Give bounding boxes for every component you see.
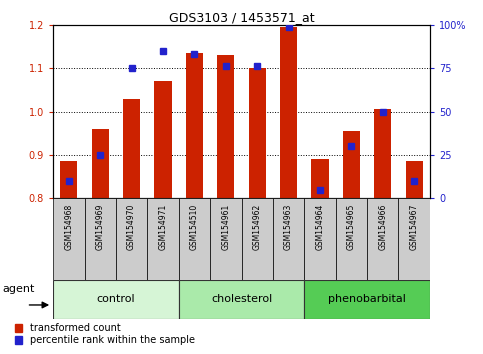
Bar bbox=[92, 129, 109, 198]
Bar bbox=[186, 53, 203, 198]
Bar bbox=[273, 198, 304, 280]
Bar bbox=[336, 198, 367, 280]
Legend: transformed count, percentile rank within the sample: transformed count, percentile rank withi… bbox=[14, 324, 195, 346]
Bar bbox=[367, 198, 398, 280]
Text: GSM154510: GSM154510 bbox=[190, 204, 199, 250]
Bar bbox=[406, 161, 423, 198]
Bar bbox=[53, 280, 179, 319]
Bar bbox=[374, 109, 391, 198]
Text: GSM154969: GSM154969 bbox=[96, 204, 105, 250]
Text: GSM154963: GSM154963 bbox=[284, 204, 293, 250]
Text: GSM154962: GSM154962 bbox=[253, 204, 262, 250]
Text: GSM154968: GSM154968 bbox=[64, 204, 73, 250]
Bar bbox=[123, 98, 140, 198]
Bar bbox=[147, 198, 179, 280]
Bar bbox=[398, 198, 430, 280]
Bar bbox=[179, 198, 210, 280]
Bar bbox=[312, 159, 328, 198]
Bar bbox=[179, 280, 304, 319]
Bar bbox=[217, 55, 234, 198]
Bar bbox=[280, 27, 297, 198]
Bar bbox=[304, 280, 430, 319]
Title: GDS3103 / 1453571_at: GDS3103 / 1453571_at bbox=[169, 11, 314, 24]
Text: phenobarbital: phenobarbital bbox=[328, 294, 406, 304]
Bar bbox=[60, 161, 77, 198]
Bar bbox=[53, 198, 85, 280]
Bar bbox=[155, 81, 171, 198]
Text: GSM154961: GSM154961 bbox=[221, 204, 230, 250]
Text: GSM154964: GSM154964 bbox=[315, 204, 325, 250]
Text: control: control bbox=[97, 294, 135, 304]
Bar bbox=[210, 198, 242, 280]
Bar bbox=[343, 131, 360, 198]
Text: GSM154966: GSM154966 bbox=[378, 204, 387, 250]
Text: agent: agent bbox=[3, 284, 35, 295]
Bar bbox=[304, 198, 336, 280]
Bar bbox=[249, 68, 266, 198]
Text: GSM154970: GSM154970 bbox=[127, 204, 136, 250]
Text: GSM154967: GSM154967 bbox=[410, 204, 419, 250]
Bar bbox=[116, 198, 147, 280]
Text: GSM154971: GSM154971 bbox=[158, 204, 168, 250]
Text: GSM154965: GSM154965 bbox=[347, 204, 356, 250]
Text: cholesterol: cholesterol bbox=[211, 294, 272, 304]
Bar bbox=[242, 198, 273, 280]
Bar bbox=[85, 198, 116, 280]
